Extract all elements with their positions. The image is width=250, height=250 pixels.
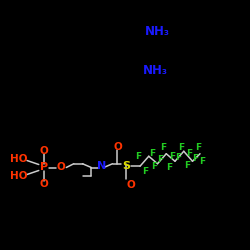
Text: F: F — [195, 143, 201, 152]
Text: F: F — [158, 156, 164, 164]
Text: P: P — [40, 162, 48, 172]
Text: F: F — [184, 160, 190, 170]
Text: F: F — [175, 153, 181, 162]
Text: S: S — [122, 161, 130, 171]
Text: O: O — [57, 162, 66, 172]
Text: HO: HO — [10, 171, 28, 181]
Text: NH₃: NH₃ — [142, 64, 168, 76]
Text: F: F — [199, 157, 205, 166]
Text: F: F — [192, 154, 198, 163]
Text: F: F — [142, 167, 148, 176]
Text: O: O — [113, 142, 122, 152]
Text: F: F — [169, 152, 175, 161]
Text: O: O — [40, 146, 48, 156]
Text: F: F — [135, 152, 141, 161]
Text: HO: HO — [10, 154, 28, 164]
Text: O: O — [40, 179, 48, 189]
Text: F: F — [186, 149, 192, 158]
Text: O: O — [127, 180, 136, 190]
Text: F: F — [166, 163, 172, 172]
Text: F: F — [149, 149, 155, 158]
Text: F: F — [152, 162, 158, 171]
Text: F: F — [160, 144, 166, 152]
Text: F: F — [178, 143, 184, 152]
Text: N: N — [96, 161, 106, 171]
Text: NH₃: NH₃ — [145, 25, 170, 38]
